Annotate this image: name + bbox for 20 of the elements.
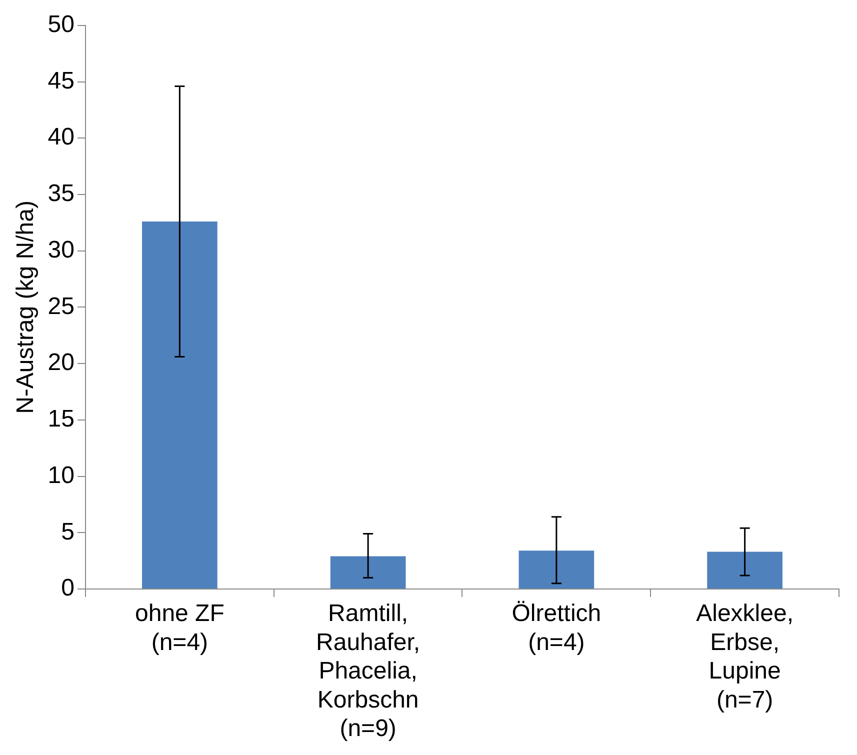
- y-tick-label: 50: [48, 11, 74, 38]
- bar: [707, 552, 782, 588]
- x-tick-label: ohne ZF (n=4): [134, 600, 224, 656]
- y-tick-label: 15: [48, 406, 74, 433]
- x-tick-label: Ölrettich (n=4): [512, 600, 602, 656]
- y-tick-label: 25: [48, 292, 74, 320]
- y-tick-label: 45: [48, 67, 74, 94]
- bar: [142, 222, 218, 588]
- y-tick-label: 0: [61, 574, 74, 602]
- bar: [518, 550, 594, 588]
- y-tick-label: 5: [61, 518, 74, 546]
- y-axis-title: N-Austrag (kg N/ha): [12, 200, 40, 414]
- y-tick-label: 35: [48, 180, 74, 208]
- y-tick-label: 30: [48, 236, 74, 264]
- y-tick-label: 10: [48, 462, 74, 489]
- x-tick-label: Ramtill, Rauhafer, Phacelia, Korbschn (n=9): [316, 600, 420, 742]
- bar: [330, 556, 406, 588]
- y-tick-label: 20: [48, 349, 74, 376]
- y-tick-label: 40: [48, 124, 74, 151]
- x-tick-label: Alexklee, Erbse, Lupine (n=7): [696, 600, 794, 714]
